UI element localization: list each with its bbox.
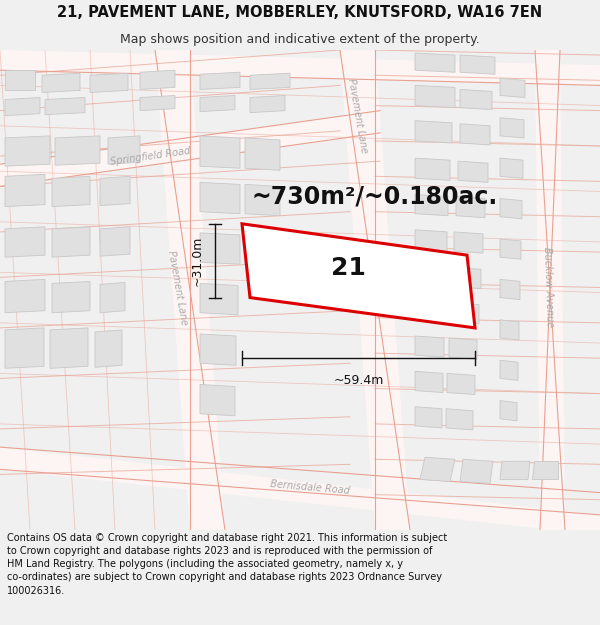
Polygon shape xyxy=(52,227,90,257)
Polygon shape xyxy=(245,138,280,170)
Text: Pavement Lane: Pavement Lane xyxy=(346,78,370,154)
Text: Contains OS data © Crown copyright and database right 2021. This information is : Contains OS data © Crown copyright and d… xyxy=(7,533,448,596)
Polygon shape xyxy=(454,232,483,253)
Polygon shape xyxy=(100,176,130,206)
Polygon shape xyxy=(415,86,455,107)
Polygon shape xyxy=(500,239,521,259)
Polygon shape xyxy=(45,98,85,114)
Polygon shape xyxy=(340,50,410,530)
Polygon shape xyxy=(52,281,90,312)
Polygon shape xyxy=(5,98,40,116)
Polygon shape xyxy=(100,227,130,256)
Polygon shape xyxy=(500,401,517,421)
Text: ~730m²/~0.180ac.: ~730m²/~0.180ac. xyxy=(252,184,498,209)
Polygon shape xyxy=(415,230,447,251)
Polygon shape xyxy=(458,161,488,182)
Polygon shape xyxy=(532,461,558,479)
Polygon shape xyxy=(460,89,492,109)
Polygon shape xyxy=(200,334,236,365)
Polygon shape xyxy=(200,136,240,168)
Polygon shape xyxy=(0,111,380,186)
Polygon shape xyxy=(140,96,175,111)
Polygon shape xyxy=(415,407,442,428)
Text: Pavement Lane: Pavement Lane xyxy=(166,249,190,326)
Polygon shape xyxy=(5,136,50,166)
Text: 21: 21 xyxy=(331,256,366,280)
Polygon shape xyxy=(460,55,495,74)
Polygon shape xyxy=(245,235,278,266)
Polygon shape xyxy=(5,328,44,368)
Polygon shape xyxy=(200,72,240,89)
Text: Bucklow Avenue: Bucklow Avenue xyxy=(542,247,554,328)
Polygon shape xyxy=(500,199,522,219)
Polygon shape xyxy=(500,360,518,381)
Polygon shape xyxy=(42,73,80,92)
Polygon shape xyxy=(5,227,45,257)
Polygon shape xyxy=(415,121,452,143)
Polygon shape xyxy=(200,283,238,315)
Polygon shape xyxy=(52,176,90,207)
Polygon shape xyxy=(95,330,122,367)
Polygon shape xyxy=(415,301,445,322)
Polygon shape xyxy=(140,70,175,89)
Polygon shape xyxy=(446,409,473,430)
Polygon shape xyxy=(242,224,475,328)
Polygon shape xyxy=(460,459,493,484)
Polygon shape xyxy=(500,158,523,178)
Polygon shape xyxy=(415,336,444,357)
Polygon shape xyxy=(5,70,35,91)
Polygon shape xyxy=(500,461,530,479)
Polygon shape xyxy=(452,268,481,289)
Polygon shape xyxy=(500,279,520,299)
Text: Map shows position and indicative extent of the property.: Map shows position and indicative extent… xyxy=(120,32,480,46)
Polygon shape xyxy=(450,302,479,324)
Text: 21, PAVEMENT LANE, MOBBERLEY, KNUTSFORD, WA16 7EN: 21, PAVEMENT LANE, MOBBERLEY, KNUTSFORD,… xyxy=(58,5,542,20)
Polygon shape xyxy=(250,96,285,112)
Polygon shape xyxy=(5,279,45,312)
Polygon shape xyxy=(90,73,128,92)
Polygon shape xyxy=(0,50,600,86)
Polygon shape xyxy=(500,320,519,340)
Polygon shape xyxy=(50,328,88,368)
Polygon shape xyxy=(200,96,235,112)
Polygon shape xyxy=(420,458,455,481)
Polygon shape xyxy=(250,73,290,89)
Polygon shape xyxy=(55,136,100,165)
Polygon shape xyxy=(447,373,475,394)
Text: Bernisdale Road: Bernisdale Road xyxy=(270,479,350,496)
Polygon shape xyxy=(245,184,280,216)
Polygon shape xyxy=(500,118,524,138)
Polygon shape xyxy=(460,124,490,145)
Polygon shape xyxy=(415,371,443,392)
Polygon shape xyxy=(415,158,450,181)
Polygon shape xyxy=(500,78,525,98)
Polygon shape xyxy=(108,136,140,164)
Polygon shape xyxy=(200,182,240,214)
Polygon shape xyxy=(456,196,485,218)
Text: ~59.4m: ~59.4m xyxy=(334,374,383,387)
Polygon shape xyxy=(415,194,448,216)
Text: Springfield Road: Springfield Road xyxy=(109,146,191,167)
Polygon shape xyxy=(5,174,45,207)
Text: ~31.0m: ~31.0m xyxy=(191,236,203,286)
Polygon shape xyxy=(200,233,240,264)
Polygon shape xyxy=(155,50,225,530)
Polygon shape xyxy=(0,447,600,535)
Polygon shape xyxy=(415,53,455,72)
Polygon shape xyxy=(449,338,477,359)
Polygon shape xyxy=(100,282,125,312)
Polygon shape xyxy=(535,50,565,530)
Polygon shape xyxy=(200,384,235,416)
Polygon shape xyxy=(415,265,446,286)
